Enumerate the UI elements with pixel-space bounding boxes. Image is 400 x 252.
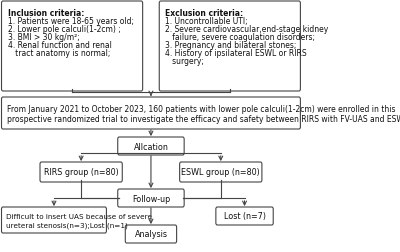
Text: Follow-up: Follow-up: [132, 194, 170, 203]
Text: prospective randomized trial to investigate the efficacy and safety between RIRS: prospective randomized trial to investig…: [7, 115, 400, 123]
Text: 4. History of ipsilateral ESWL or RIRS: 4. History of ipsilateral ESWL or RIRS: [165, 49, 307, 58]
Text: Lost (n=7): Lost (n=7): [224, 211, 266, 220]
FancyBboxPatch shape: [118, 137, 184, 155]
FancyBboxPatch shape: [40, 162, 122, 182]
Text: Difficult to insert UAS because of severe: Difficult to insert UAS because of sever…: [6, 213, 152, 219]
FancyBboxPatch shape: [159, 2, 300, 92]
Text: 2. Lower pole calculi(1-2cm) ;: 2. Lower pole calculi(1-2cm) ;: [8, 25, 120, 34]
Text: ureteral stenosis(n=3);Lost (n=1): ureteral stenosis(n=3);Lost (n=1): [6, 222, 128, 229]
Text: 4. Renal function and renal: 4. Renal function and renal: [8, 41, 112, 50]
FancyBboxPatch shape: [2, 2, 143, 92]
Text: 2. Severe cardiovascular,end-stage kidney: 2. Severe cardiovascular,end-stage kidne…: [165, 25, 328, 34]
Text: Analysis: Analysis: [134, 229, 168, 238]
FancyBboxPatch shape: [2, 207, 106, 233]
FancyBboxPatch shape: [2, 98, 300, 130]
Text: Exclusion criteria:: Exclusion criteria:: [165, 9, 244, 18]
Text: Inclusion criteria:: Inclusion criteria:: [8, 9, 84, 18]
Text: From January 2021 to October 2023, 160 patients with lower pole calculi(1-2cm) w: From January 2021 to October 2023, 160 p…: [7, 105, 395, 114]
FancyBboxPatch shape: [180, 162, 262, 182]
Text: 1. Uncontrollable UTI;: 1. Uncontrollable UTI;: [165, 17, 248, 26]
FancyBboxPatch shape: [216, 207, 273, 225]
FancyBboxPatch shape: [125, 225, 177, 243]
Text: RIRS group (n=80): RIRS group (n=80): [44, 167, 118, 176]
Text: surgery;: surgery;: [165, 57, 204, 66]
Text: 3. BMI > 30 kg/m²;: 3. BMI > 30 kg/m²;: [8, 33, 79, 42]
Text: Allcation: Allcation: [134, 142, 168, 151]
Text: 3. Pregnancy and bilateral stones;: 3. Pregnancy and bilateral stones;: [165, 41, 297, 50]
Text: tract anatomy is normal;: tract anatomy is normal;: [8, 49, 110, 58]
Text: 1. Patients were 18-65 years old;: 1. Patients were 18-65 years old;: [8, 17, 134, 26]
Text: ESWL group (n=80): ESWL group (n=80): [181, 167, 260, 176]
Text: failure, severe coagulation disorders;: failure, severe coagulation disorders;: [165, 33, 315, 42]
FancyBboxPatch shape: [118, 189, 184, 207]
